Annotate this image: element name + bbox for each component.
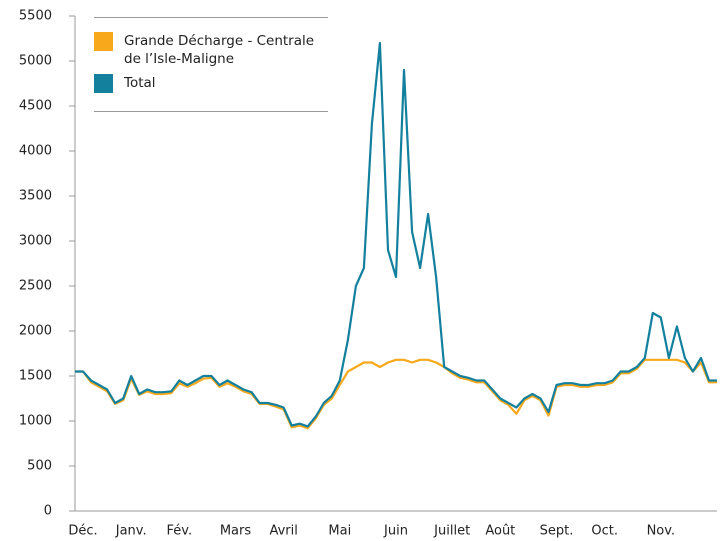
x-tick-label: Août	[485, 524, 515, 539]
y-tick-label: 5500	[19, 9, 52, 24]
y-tick-label: 5000	[19, 54, 52, 69]
x-tick-label: Mai	[328, 524, 351, 539]
x-tick-label: Mars	[220, 524, 252, 539]
legend: Grande Décharge - Centrale de l’Isle-Mal…	[94, 17, 328, 112]
x-tick-label: Juillet	[433, 524, 470, 539]
legend-label: Grande Décharge - Centrale de l’Isle-Mal…	[124, 33, 315, 67]
x-tick-label: Fév.	[167, 524, 193, 539]
y-tick-label: 1000	[19, 414, 52, 429]
y-tick-label: 4000	[19, 144, 52, 159]
y-tick-label: 2500	[19, 279, 52, 294]
y-tick-label: 2000	[19, 324, 52, 339]
y-tick-label: 4500	[19, 99, 52, 114]
y-tick-label: 500	[27, 459, 52, 474]
x-tick-label: Avril	[269, 524, 297, 539]
series-line	[75, 41, 717, 428]
x-tick-label: Janv.	[115, 524, 147, 539]
x-tick-label: Nov.	[647, 524, 676, 539]
x-tick-label: Juin	[383, 524, 408, 539]
y-tick-label: 3000	[19, 234, 52, 249]
legend-swatch	[94, 74, 113, 93]
x-tick-label: Sept.	[540, 524, 574, 539]
series-line	[75, 358, 717, 430]
y-tick-label: 0	[44, 504, 52, 519]
y-tick-label: 1500	[19, 369, 52, 384]
legend-swatch	[94, 32, 113, 51]
x-tick-label: Déc.	[68, 524, 97, 539]
x-tick-label: Oct.	[591, 524, 618, 539]
y-tick-label: 3500	[19, 189, 52, 204]
legend-item: Total	[94, 74, 328, 93]
legend-item: Grande Décharge - Centrale de l’Isle-Mal…	[94, 32, 328, 68]
legend-label: Total	[124, 75, 156, 91]
